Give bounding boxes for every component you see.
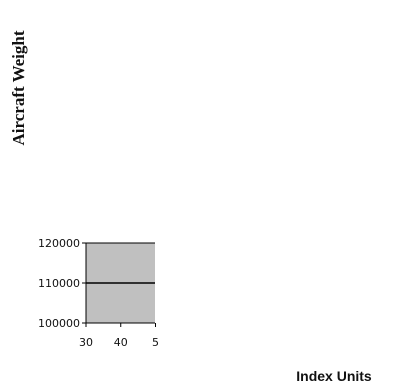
x-tick-label: 30	[79, 336, 93, 349]
x-axis-label: Index Units	[296, 368, 372, 384]
y-tick-label: 100000	[38, 317, 80, 330]
y-tick-label: 120000	[38, 237, 80, 250]
y-ticks: 100000 110000 120000	[38, 237, 86, 330]
y-axis-label: Aircraft Weight	[9, 30, 28, 145]
x-tick-label: 40	[114, 336, 128, 349]
y-tick-label: 110000	[38, 277, 80, 290]
x-tick-label: 5	[152, 336, 159, 349]
x-ticks: 30 40 5	[79, 323, 159, 349]
